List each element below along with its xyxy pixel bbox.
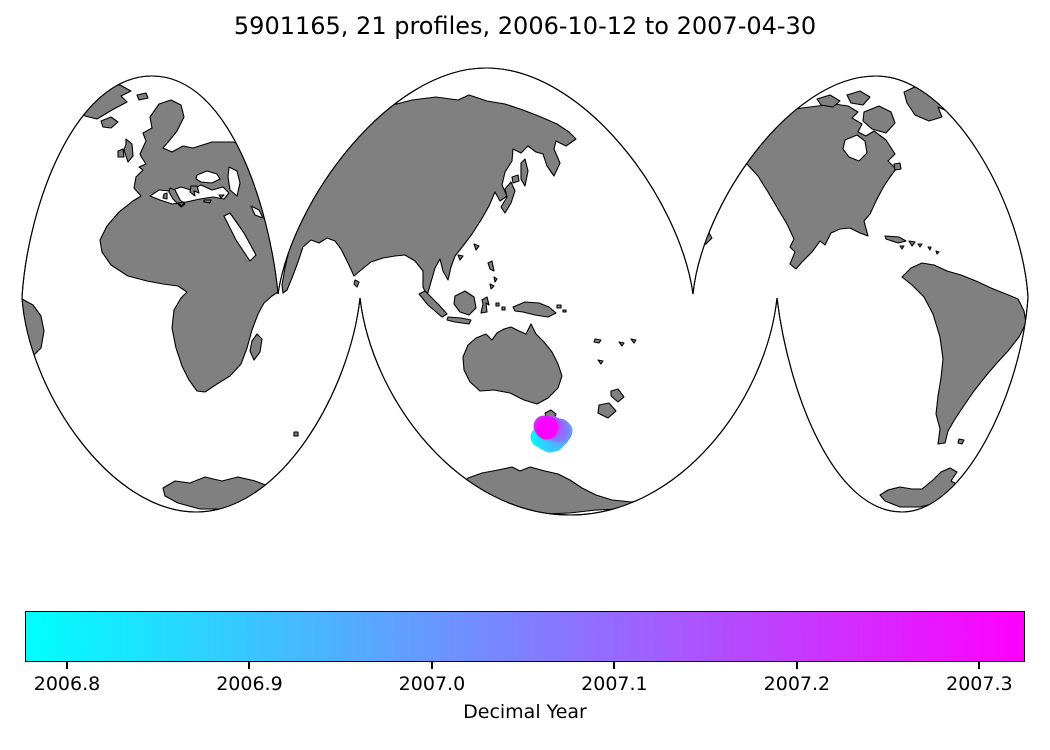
land-hainan [457,254,464,261]
land-arctic-island-3 [846,90,871,106]
land-solomon [562,309,567,313]
land-japan [500,181,516,214]
land-hokkaido [511,174,520,184]
colorbar-tick [613,662,616,669]
landmasses [22,83,1027,515]
land-java [446,316,472,325]
figure-title: 5901165, 21 profiles, 2006-10-12 to 2007… [233,12,817,40]
land-pacific-islet [630,338,637,344]
land-philippines [487,260,495,272]
land-taiwan [473,243,480,251]
land-moluccas-2 [501,306,506,311]
colorbar-tick-label: 2007.0 [398,673,466,695]
caspian-sea [227,166,241,197]
land-kerguelen [293,431,299,437]
persian-gulf [250,205,264,219]
land-pacific-islet-2 [597,359,604,365]
hudson-bay [842,134,868,162]
colorbar-axis-label: Decimal Year [463,701,587,723]
land-jamaica [899,245,905,250]
land-sakhalin [520,158,529,187]
colorbar-tick [795,662,798,669]
land-new-caledonia [593,338,602,344]
land-south-america [901,262,1027,445]
colorbar-axis: 2006.8 2006.9 2007.0 2007.1 2007.2 2007.3 [25,662,1025,702]
land-novaya-zemlya-2 [401,83,413,92]
profile-point [536,418,558,440]
land-sicily [177,201,185,207]
land-fiji [618,341,625,347]
land-philippines-2 [493,276,498,283]
projection-outline-stroke [21,67,1029,516]
land-puerto-rico [917,243,923,248]
black-sea [195,170,221,184]
land-new-zealand-north [610,388,625,403]
land-hispaniola [908,240,916,247]
land-falkland [957,438,965,445]
land-sardinia [162,192,168,200]
land-madagascar [249,333,263,361]
colorbar-tick [65,662,68,669]
land-svalbard [136,92,149,101]
land-antilles-2 [935,250,940,255]
land-newfoundland [893,162,902,171]
land-ireland [117,148,125,158]
land-greece [189,185,200,197]
colorbar-tick [978,662,981,669]
land-philippines-3 [489,283,495,290]
profile-points [530,415,573,453]
land-borneo [453,290,477,316]
land-cyprus [218,194,225,199]
colorbar-tick [248,662,251,669]
land-asia [281,94,577,297]
land-arctic-island-2 [816,94,841,108]
land-new-zealand-south [597,402,617,419]
colorbar-tick-label: 2006.9 [216,673,283,695]
land-australia [462,323,563,405]
land-cuba [884,235,907,244]
colorbar-tick-label: 2007.3 [946,673,1013,695]
colorbar-tick-label: 2007.1 [581,673,648,695]
land-bismarck [556,304,562,309]
red-sea [223,212,257,262]
land-novaya-zemlya [386,89,401,101]
land-crete [203,199,212,204]
land-new-guinea [512,301,557,318]
land-antilles [927,246,932,251]
land-baffin [862,105,896,134]
land-great-britain [123,138,134,163]
land-moluccas [495,302,500,307]
land-sri-lanka [353,279,360,288]
land-sulawesi [480,296,490,314]
colorbar-tick-label: 2006.8 [33,673,101,695]
land-sumatra [418,290,448,318]
land-iceland [100,116,119,129]
colorbar [25,611,1025,662]
colorbar-tick [430,662,433,669]
colorbar-tick-label: 2007.2 [763,673,831,695]
